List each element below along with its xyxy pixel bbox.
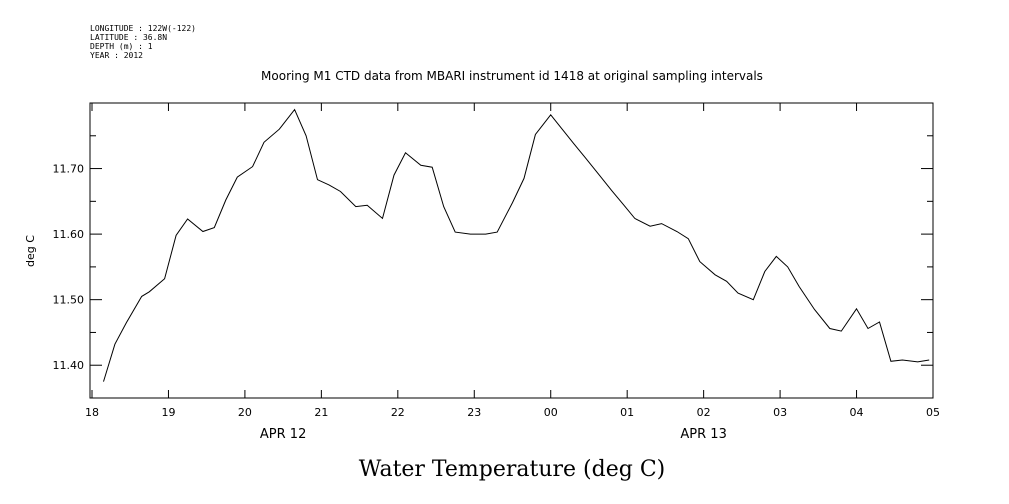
water-temperature-line: [103, 108, 930, 382]
y-tick-label: 11.60: [53, 228, 85, 241]
x-tick-label: 03: [773, 406, 787, 419]
date-label: APR 12: [260, 427, 306, 442]
y-tick-label: 11.70: [53, 163, 85, 176]
series-layer: [103, 108, 930, 382]
x-tick-label: 22: [391, 406, 405, 419]
x-tick-label: 00: [544, 406, 558, 419]
x-tick-label: 20: [238, 406, 252, 419]
x-tick-label: 05: [926, 406, 940, 419]
x-tick-label: 19: [161, 406, 175, 419]
y-tick-label: 11.50: [53, 294, 85, 307]
y-tick-label: 11.40: [53, 359, 85, 372]
meta-longitude: LONGITUDE : 122W(-122): [90, 24, 196, 33]
x-tick-label: 01: [620, 406, 634, 419]
chart-title: Mooring M1 CTD data from MBARI instrumen…: [261, 69, 763, 83]
x-tick-label: 18: [85, 406, 99, 419]
ticks-layer: 11.40 11.50 11.60 11.70 18 19 20 21 22 23 00 01 02 03…: [53, 102, 940, 442]
date-label: APR 13: [680, 427, 726, 442]
bottom-title: Water Temperature (deg C): [359, 457, 666, 482]
plot-frame: [89, 102, 934, 399]
meta-year: YEAR : 2012: [90, 51, 143, 60]
x-tick-label: 04: [850, 406, 864, 419]
y-axis-label: deg C: [24, 235, 37, 267]
x-tick-label: 23: [467, 406, 481, 419]
meta-latitude: LATITUDE : 36.8N: [90, 33, 167, 42]
meta-depth: DEPTH (m) : 1: [90, 42, 153, 51]
x-tick-label: 21: [314, 406, 328, 419]
x-tick-label: 02: [697, 406, 711, 419]
